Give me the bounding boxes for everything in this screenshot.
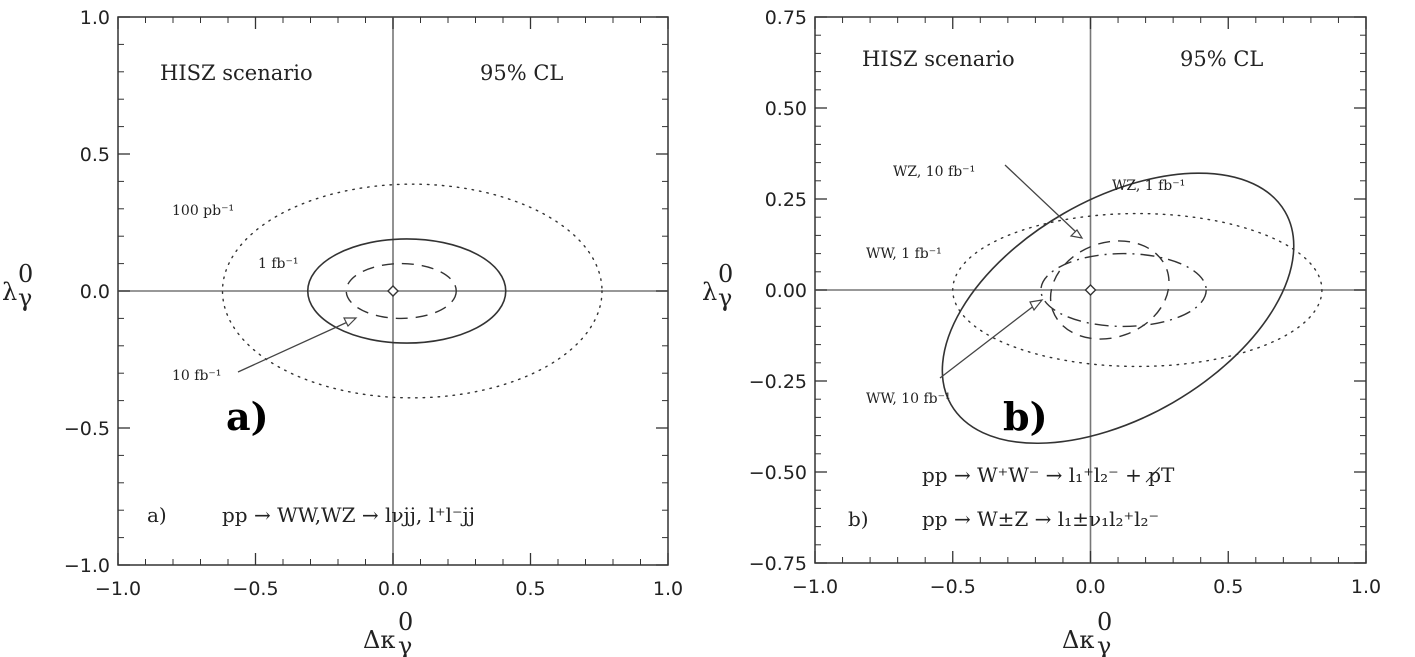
contour-dotted-2 [952,212,1323,368]
contours-a [221,183,603,399]
y-tick-label: 0.0 [80,281,110,303]
svg-text:0: 0 [718,260,733,288]
x-tick-label: 0.5 [1213,576,1243,598]
series-label-10fb: 10 fb⁻¹ [172,368,221,384]
arrow-10fb [237,319,353,373]
y-tick-label: −1.0 [64,555,110,577]
svg-text:γ: γ [1097,632,1111,657]
sm-point-marker [387,285,399,297]
y-tick-label: −0.25 [749,371,807,393]
x-tick-label: 0.5 [515,578,545,600]
series-label-ww-1fb: WW, 1 fb⁻¹ [866,246,942,262]
contour-solid-1 [306,238,507,344]
y-tick-label: 0.00 [765,280,807,302]
svg-text:Δκ: Δκ [1062,626,1094,654]
x-tick-label: 1.0 [1351,576,1381,598]
series-label-wz-1fb: WZ, 1 fb⁻¹ [1112,178,1185,194]
contour-dashed-1 [1049,240,1170,340]
process-line-a: pp → WW,WZ → lνjj, l⁺l⁻jj [222,503,475,527]
x-tick-label: −0.5 [930,576,976,598]
y-tick-label: −0.5 [64,418,110,440]
svg-text:0: 0 [18,260,33,288]
panel-b: −1.0 −0.5 0.0 0.5 1.0 −0.75 −0.50 −0.25 0.00 0.25… [749,7,1381,598]
hisz-scenario-label-b: HISZ scenario [862,47,1015,71]
arrow-head-wz-10fb [1069,229,1084,239]
panel-letter-b: b) [1003,394,1048,439]
y-tick-label: 0.25 [765,189,807,211]
y-tick-label: −0.50 [749,462,807,484]
arrow-ww-10fb [939,304,1036,379]
x-tick-label: −0.5 [232,578,278,600]
x-tick-label: 1.0 [653,578,683,600]
svg-text:λ: λ [2,278,17,306]
panel-letter-a: a) [226,394,269,439]
x-tick-label: −1.0 [792,576,838,598]
series-label-wz-10fb: WZ, 10 fb⁻¹ [893,164,975,180]
contour-dotted-0 [221,183,603,399]
y-axis-title-b: λ 0 γ [702,260,733,312]
y-tick-label: 0.75 [765,7,807,29]
x-tick-label: −1.0 [95,578,141,600]
series-label-ww-10fb: WW, 10 fb⁻¹ [866,391,951,407]
hisz-scenario-label: HISZ scenario [160,61,313,85]
svg-text:0: 0 [398,608,413,636]
cl-label: 95% CL [480,61,563,85]
y-tick-label: 0.5 [80,144,110,166]
svg-text:γ: γ [18,284,32,312]
x-axis-title-a: Δκ 0 γ [363,608,413,657]
svg-text:γ: γ [398,632,412,657]
svg-text:0: 0 [1097,608,1112,636]
contour-dashed-2 [345,262,457,320]
process-line-b2: pp → W±Z → l₁±ν₁l₂⁺l₂⁻ [922,507,1159,531]
ticks-a: −1.0 −0.5 0.0 0.5 1.0 −1.0 −0.5 0.0 0.5 1.0 [64,7,683,600]
sm-point-marker [1084,284,1097,296]
contours-b [941,172,1323,445]
y-axis-title-a: λ 0 γ [2,260,33,312]
contour-dashdot-3 [1040,252,1207,328]
arrow-head-10fb [343,317,358,328]
svg-text:γ: γ [718,284,732,312]
y-tick-label: 0.50 [765,98,807,120]
panel-a: −1.0 −0.5 0.0 0.5 1.0 −1.0 −0.5 0.0 0.5 1.0 HISZ … [64,7,683,600]
y-tick-label: −0.75 [749,553,807,575]
arrow-wz-10fb [1004,164,1077,233]
svg-text:λ: λ [702,278,717,306]
process-prefix-a: a) [147,503,167,527]
ticks-b: −1.0 −0.5 0.0 0.5 1.0 −0.75 −0.50 −0.25 0.00 0.25… [749,7,1381,598]
x-tick-label: 0.0 [378,578,408,600]
series-label-100pb: 100 pb⁻¹ [172,203,234,219]
series-label-1fb: 1 fb⁻¹ [258,256,299,272]
svg-text:Δκ: Δκ [363,626,395,654]
process-prefix-b: b) [848,507,869,531]
x-axis-title-b: Δκ 0 γ [1062,608,1112,657]
x-tick-label: 0.0 [1075,576,1105,598]
contour-solid-0 [941,172,1295,445]
arrow-head-ww-10fb [1029,299,1044,312]
y-tick-label: 1.0 [80,7,110,29]
process-line-b1: pp → W⁺W⁻ → l₁⁺l₂⁻ + p̸T [922,463,1175,487]
cl-label-b: 95% CL [1180,47,1263,71]
